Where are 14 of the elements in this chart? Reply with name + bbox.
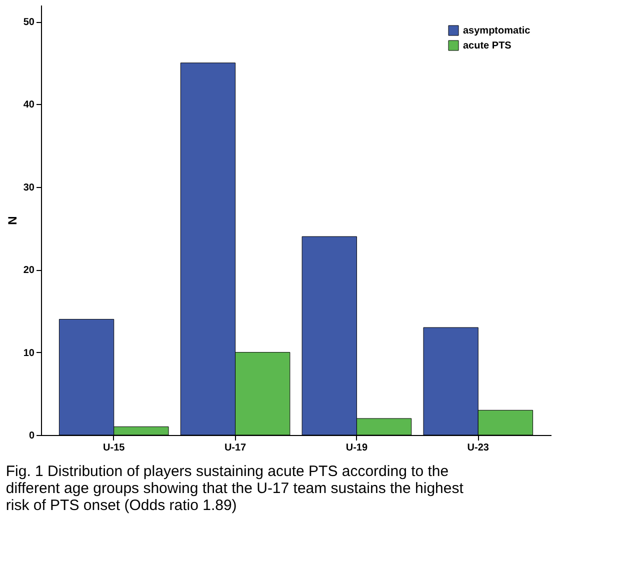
y-axis-title: N (5, 216, 20, 225)
y-tick-label: 30 (23, 182, 35, 194)
legend-label: asymptomatic (463, 26, 531, 36)
y-tick-label: 20 (23, 265, 35, 276)
y-tick-label: 40 (23, 100, 35, 111)
y-tick-label: 10 (23, 348, 35, 359)
x-tick-label: U-15 (103, 442, 126, 454)
x-tick-label: U-17 (224, 442, 247, 454)
y-tick-label: 0 (28, 430, 35, 442)
caption: Fig. 1 Distribution of players sustaining acute PTS according to the different age groups showing that the U-17 team sustains the highest risk of PTS onset (Odds ratio 1.89) (6, 463, 464, 514)
y-tick-label: 50 (23, 17, 35, 28)
x-tick-label: U-23 (467, 442, 490, 454)
legend-label: acute PTS (463, 40, 512, 52)
x-tick-label: U-19 (346, 442, 368, 454)
